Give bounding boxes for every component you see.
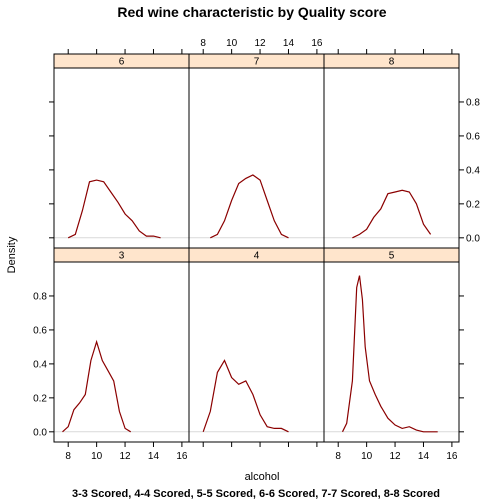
x-tick-label-3-10: 10 [91, 451, 103, 462]
y-tick-label-3-0: 0.0 [33, 427, 47, 438]
y-tick-right-label-8-0.6: 0.6 [466, 131, 480, 142]
y-tick-right-label-8-0.2: 0.2 [466, 199, 480, 210]
strip-label-4: 4 [254, 251, 260, 262]
x-tick-label-5-14: 14 [418, 451, 430, 462]
x-tick-top-label-7-10: 10 [226, 38, 238, 49]
panel-frame-5 [323, 261, 460, 443]
density-curve-7 [210, 174, 289, 239]
x-tick-label-3-12: 12 [119, 451, 131, 462]
x-tick-label-3-8: 8 [65, 451, 71, 462]
density-curve-8 [352, 189, 432, 239]
chart-title: Red wine characteristic by Quality score [117, 4, 386, 20]
y-tick-right-label-8-0.8: 0.8 [466, 97, 480, 108]
x-tick-label-3-16: 16 [176, 451, 188, 462]
x-tick-top-label-7-16: 16 [311, 38, 323, 49]
panel-frame-3 [53, 261, 190, 443]
y-tick-label-3-0.2: 0.2 [33, 393, 47, 404]
x-axis-label: alcohol [245, 471, 280, 483]
x-tick-top-label-7-8: 8 [200, 38, 206, 49]
y-tick-label-3-0.4: 0.4 [33, 359, 47, 370]
density-curve-6 [67, 179, 161, 239]
chart-caption: 3-3 Scored, 4-4 Scored, 5-5 Scored, 6-6 … [72, 488, 440, 500]
x-tick-label-5-8: 8 [335, 451, 341, 462]
x-tick-top-label-7-12: 12 [254, 38, 266, 49]
x-tick-label-5-16: 16 [446, 451, 458, 462]
density-curve-5 [341, 275, 438, 433]
x-tick-top-label-7-14: 14 [283, 38, 295, 49]
x-tick-label-5-10: 10 [361, 451, 373, 462]
strip-label-6: 6 [119, 57, 125, 68]
y-tick-label-3-0.8: 0.8 [33, 291, 47, 302]
y-tick-label-3-0.6: 0.6 [33, 325, 47, 336]
strip-label-3: 3 [119, 251, 125, 262]
strip-label-7: 7 [254, 57, 260, 68]
strip-label-8: 8 [389, 57, 395, 68]
y-tick-right-label-8-0.4: 0.4 [466, 165, 480, 176]
density-curve-4 [202, 359, 289, 433]
x-tick-label-5-12: 12 [389, 451, 401, 462]
panel-frame-8 [323, 67, 460, 249]
y-tick-right-label-8-0: 0.0 [466, 233, 480, 244]
strip-label-5: 5 [389, 251, 395, 262]
y-axis-label: Density [6, 236, 18, 273]
panels-group: 6 7 8 10 12 14 16 8 0.0 0.2 0.4 0.6 0.8 3 8 10 12 14 16 0.0… [33, 38, 480, 462]
panel-frame-6 [53, 67, 190, 249]
x-tick-label-3-14: 14 [148, 451, 160, 462]
density-curve-3 [62, 339, 132, 433]
panel-frame-7 [188, 67, 325, 249]
